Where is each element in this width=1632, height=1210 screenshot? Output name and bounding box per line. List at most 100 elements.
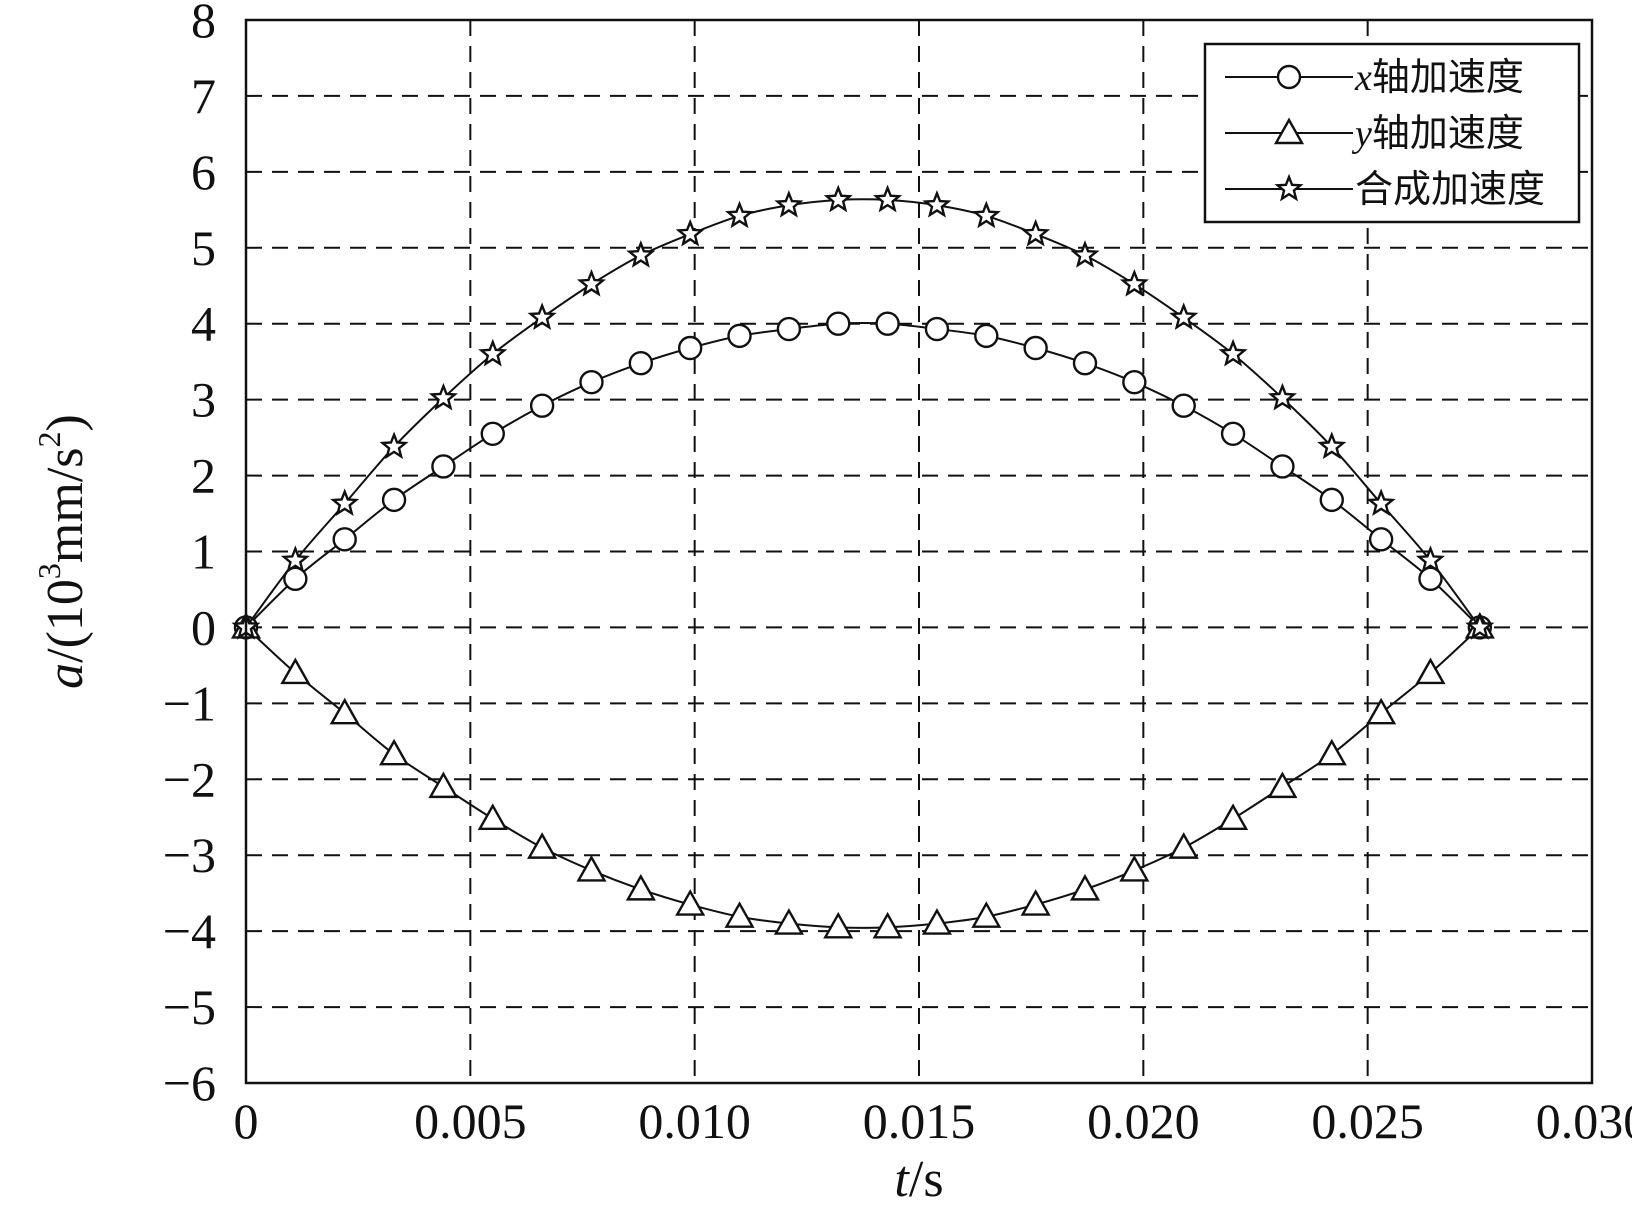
data-point-triangle bbox=[1119, 854, 1150, 882]
legend-label: x轴加速度 bbox=[1354, 57, 1524, 99]
series-line-triangle bbox=[245, 626, 1481, 929]
y-tick-label: 8 bbox=[191, 0, 216, 48]
series-circle bbox=[233, 311, 1493, 640]
x-tick-label: 0.030 bbox=[1536, 1093, 1632, 1149]
y-tick-label: −2 bbox=[163, 751, 216, 807]
legend-marker-circle bbox=[1276, 64, 1302, 90]
x-tick-label: 0.015 bbox=[863, 1093, 976, 1149]
data-point-circle bbox=[826, 311, 851, 336]
data-point-triangle bbox=[625, 873, 656, 901]
x-tick-label: 0 bbox=[234, 1093, 259, 1149]
data-point-triangle bbox=[1267, 771, 1298, 799]
data-point-triangle bbox=[1020, 889, 1051, 916]
data-point-star bbox=[922, 189, 952, 218]
data-point-triangle bbox=[1415, 657, 1446, 685]
data-point-star bbox=[1070, 240, 1100, 268]
y-tick-label: −4 bbox=[163, 903, 216, 959]
y-tick-label: 5 bbox=[191, 220, 216, 276]
data-point-circle bbox=[1171, 393, 1196, 418]
data-point-circle bbox=[480, 421, 505, 447]
data-point-circle bbox=[974, 323, 999, 349]
data-point-triangle bbox=[773, 908, 804, 935]
data-point-circle bbox=[1270, 454, 1295, 479]
legend-item-triangle: y轴加速度 bbox=[1225, 113, 1524, 155]
data-point-triangle bbox=[971, 901, 1002, 928]
data-point-circle bbox=[628, 350, 654, 376]
x-tick-label: 0.010 bbox=[638, 1093, 751, 1149]
data-point-circle bbox=[1072, 350, 1098, 376]
data-point-star bbox=[774, 189, 804, 218]
y-tick-label: −3 bbox=[163, 827, 216, 883]
y-tick-label: 3 bbox=[191, 372, 216, 428]
data-point-triangle bbox=[477, 803, 508, 830]
data-point-triangle bbox=[921, 908, 953, 935]
y-tick-label: −5 bbox=[163, 979, 216, 1035]
data-point-star bbox=[971, 200, 1001, 229]
plot-area-frame bbox=[244, 18, 1594, 1085]
x-tick-label: 0.020 bbox=[1087, 1093, 1200, 1149]
data-point-star bbox=[823, 184, 853, 213]
data-point-star bbox=[1119, 268, 1149, 297]
legend-marker-triangle bbox=[1273, 117, 1305, 145]
legend-marker-star bbox=[1274, 173, 1304, 202]
y-tick-label: 4 bbox=[191, 296, 216, 352]
legend-item-circle: x轴加速度 bbox=[1225, 57, 1524, 99]
data-point-star bbox=[330, 488, 360, 517]
data-point-circle bbox=[381, 487, 407, 513]
data-point-star bbox=[1169, 302, 1199, 331]
data-point-star bbox=[576, 268, 607, 297]
y-tick-label: 7 bbox=[191, 68, 216, 124]
data-point-star bbox=[1317, 431, 1347, 460]
y-tick-label: 6 bbox=[191, 144, 216, 200]
data-point-circle bbox=[1023, 335, 1048, 361]
data-point-circle bbox=[875, 311, 900, 336]
y-tick-label: 2 bbox=[191, 448, 216, 504]
series-star bbox=[231, 184, 1495, 640]
data-point-star bbox=[626, 240, 656, 268]
data-point-circle bbox=[776, 316, 802, 342]
data-point-star bbox=[1465, 612, 1495, 640]
data-point-star bbox=[1218, 338, 1248, 367]
data-point-star bbox=[478, 338, 508, 367]
data-point-star bbox=[1415, 545, 1446, 573]
data-point-triangle bbox=[724, 901, 755, 928]
data-point-star bbox=[724, 200, 755, 229]
data-point-circle bbox=[677, 335, 703, 361]
series-layer bbox=[230, 184, 1495, 939]
legend-label: 合成加速度 bbox=[1355, 169, 1545, 211]
y-tick-label: −6 bbox=[163, 1055, 216, 1111]
data-point-triangle bbox=[280, 657, 311, 685]
data-point-triangle bbox=[1218, 803, 1249, 830]
data-point-triangle bbox=[675, 889, 706, 916]
data-point-star bbox=[1021, 218, 1051, 247]
data-point-triangle bbox=[527, 832, 558, 859]
data-point-triangle bbox=[1366, 697, 1397, 725]
x-axis-label: t/s bbox=[894, 1151, 943, 1208]
data-point-circle bbox=[529, 393, 555, 418]
data-point-star bbox=[428, 382, 458, 411]
data-point-triangle bbox=[379, 738, 410, 766]
y-tick-label: 0 bbox=[191, 599, 216, 655]
x-tick-label: 0.005 bbox=[414, 1093, 527, 1149]
data-point-triangle bbox=[576, 854, 607, 882]
data-point-circle bbox=[283, 566, 308, 592]
data-point-circle bbox=[1319, 487, 1344, 513]
y-axis-label: a/(103mm/s2) bbox=[31, 414, 94, 689]
series-triangle bbox=[230, 611, 1495, 939]
data-point-circle bbox=[727, 323, 752, 349]
legend-label: y轴加速度 bbox=[1351, 113, 1524, 155]
data-point-triangle bbox=[872, 911, 903, 939]
data-point-triangle bbox=[823, 911, 854, 939]
y-tick-label: −1 bbox=[163, 675, 216, 731]
legend-item-star: 合成加速度 bbox=[1225, 169, 1545, 211]
data-point-circle bbox=[1368, 527, 1394, 552]
data-point-triangle bbox=[428, 771, 459, 799]
data-point-circle bbox=[1122, 369, 1147, 395]
data-point-star bbox=[280, 545, 310, 573]
data-point-circle bbox=[1220, 421, 1246, 447]
tick-labels: 0 0.005 0.010 0.015 0.020 0.025 0.030 −6 −5 −4 −3 −… bbox=[163, 0, 1632, 1149]
series-line-star bbox=[245, 198, 1481, 629]
data-point-circle bbox=[431, 454, 456, 479]
data-point-circle bbox=[1418, 566, 1443, 592]
